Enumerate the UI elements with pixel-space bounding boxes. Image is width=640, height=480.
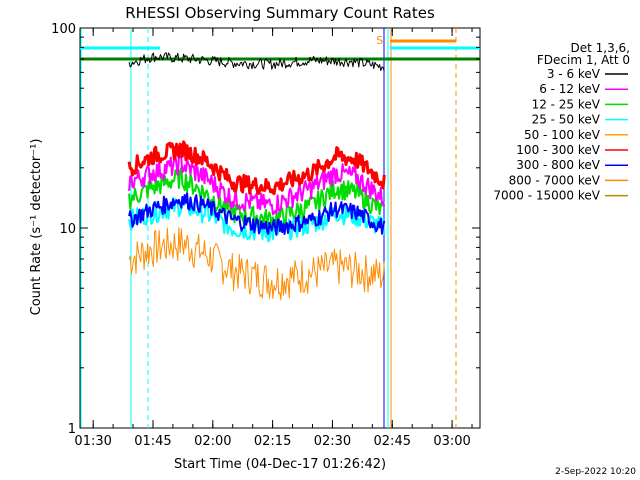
y-axis-ticks: 1 10 100	[51, 22, 480, 437]
y-tick-label-2: 100	[51, 22, 76, 37]
x-tick-label-5: 02:45	[374, 434, 411, 449]
legend-label-8: 7000 - 15000 keV	[493, 189, 600, 203]
data-layer: S	[80, 28, 480, 428]
legend-label-1: 6 - 12 keV	[539, 82, 601, 96]
marker-label-0: S	[376, 34, 383, 47]
x-tick-label-1: 01:45	[134, 434, 171, 449]
legend-label-7: 800 - 7000 keV	[509, 173, 601, 187]
legend-label-3: 25 - 50 keV	[532, 113, 601, 127]
legend-header-1: FDecim 1, Att 0	[537, 53, 630, 67]
legend-label-5: 100 - 300 keV	[516, 143, 600, 157]
x-tick-label-4: 02:30	[314, 434, 351, 449]
series-line-3-6-kev-kev	[128, 52, 385, 72]
legend-label-2: 12 - 25 keV	[532, 97, 601, 111]
series-line-12-25-kev-kev	[128, 166, 385, 231]
footer-date: 2-Sep-2022 10:20	[555, 467, 636, 477]
legend-header-0: Det 1,3,6,	[571, 41, 631, 55]
x-axis-label: Start Time (04-Dec-17 01:26:42)	[174, 457, 386, 472]
x-tick-label-3: 02:15	[254, 434, 291, 449]
x-tick-label-6: 03:00	[433, 434, 470, 449]
x-axis-ticks: 01:30 01:45 02:00 02:15 02:30 02:45 03:00	[74, 28, 473, 449]
y-tick-label-0: 1	[68, 422, 76, 437]
legend-label-6: 300 - 800 keV	[516, 158, 600, 172]
y-tick-label-1: 10	[59, 222, 76, 237]
legend-label-0: 3 - 6 keV	[547, 67, 601, 81]
chart-title: RHESSI Observing Summary Count Rates	[125, 4, 435, 22]
series-line-300-800-kev-kev	[128, 192, 386, 236]
series-line-800-7000-kev-kev	[128, 227, 385, 301]
x-tick-label-0: 01:30	[74, 434, 111, 449]
legend-label-4: 50 - 100 keV	[524, 128, 601, 142]
x-tick-label-2: 02:00	[194, 434, 231, 449]
plot-area: S	[79, 27, 481, 429]
y-axis-label: Count Rate (s⁻¹ detector⁻¹)	[29, 139, 44, 316]
series-line-100-300-kev-kev	[127, 140, 386, 196]
